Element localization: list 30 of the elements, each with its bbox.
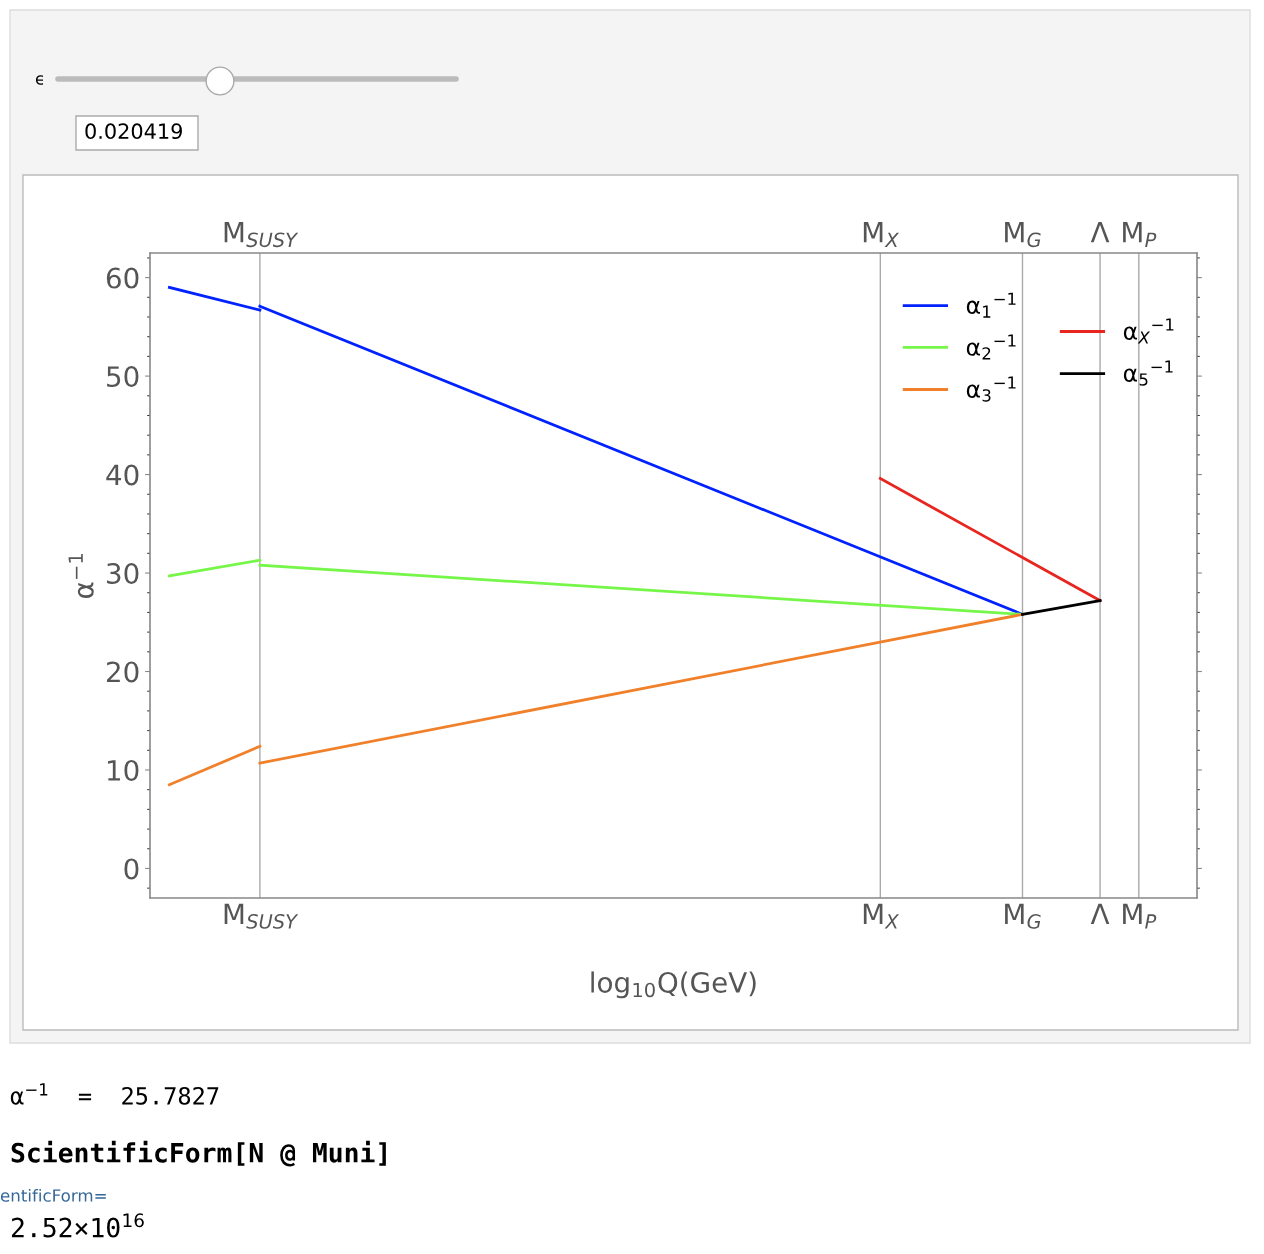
y-tick-label: 10 <box>107 759 139 781</box>
legend-label: α$_{1}$$^{−1}$ <box>966 292 1016 318</box>
y-tick-label: 30 <box>107 562 139 584</box>
legend-label: α$_{2}$$^{−1}$ <box>966 334 1016 360</box>
y-tick-label: 20 <box>106 661 139 683</box>
category-label: M$_{P}$ <box>1123 222 1157 247</box>
y-tick-label: 0 <box>124 858 139 880</box>
category-label: Λ <box>1090 222 1110 243</box>
y-tick-label: 60 <box>106 267 139 289</box>
x-tick-label: M$_{SUSY}$ <box>224 903 299 929</box>
category-label: M$_{SUSY}$ <box>224 222 299 248</box>
y-tick-label: 50 <box>107 366 139 388</box>
legend-label: α$_{5}$$^{−1}$ <box>1123 360 1173 386</box>
x-axis-title: log$_{10}$Q(GeV) <box>591 971 756 999</box>
legend-label: α$_{X}$$^{−1}$ <box>1123 318 1174 344</box>
y-axis-title: α$^{−1}$ <box>68 554 94 598</box>
text: 2.52×10$^{16}$ <box>11 1213 144 1238</box>
legend-label: α$_{3}$$^{−1}$ <box>966 376 1016 402</box>
text: α$^{−1}$ = 25.7827 <box>10 1083 219 1105</box>
x-tick-label: M$_{X}$ <box>863 903 900 929</box>
text: entificForm= <box>0 1188 106 1202</box>
x-tick-label: Λ <box>1090 903 1110 924</box>
category-label: M$_{G}$ <box>1005 222 1041 248</box>
x-tick-label: M$_{G}$ <box>1005 903 1041 929</box>
x-tick-label: M$_{P}$ <box>1123 903 1157 929</box>
text: ScientificForm[N @ Muni] <box>11 1140 386 1167</box>
y-tick-label: 40 <box>106 464 139 486</box>
text: 0.020419 <box>85 123 182 140</box>
category-label: M$_{X}$ <box>863 222 900 247</box>
text: ϵ <box>35 75 44 85</box>
